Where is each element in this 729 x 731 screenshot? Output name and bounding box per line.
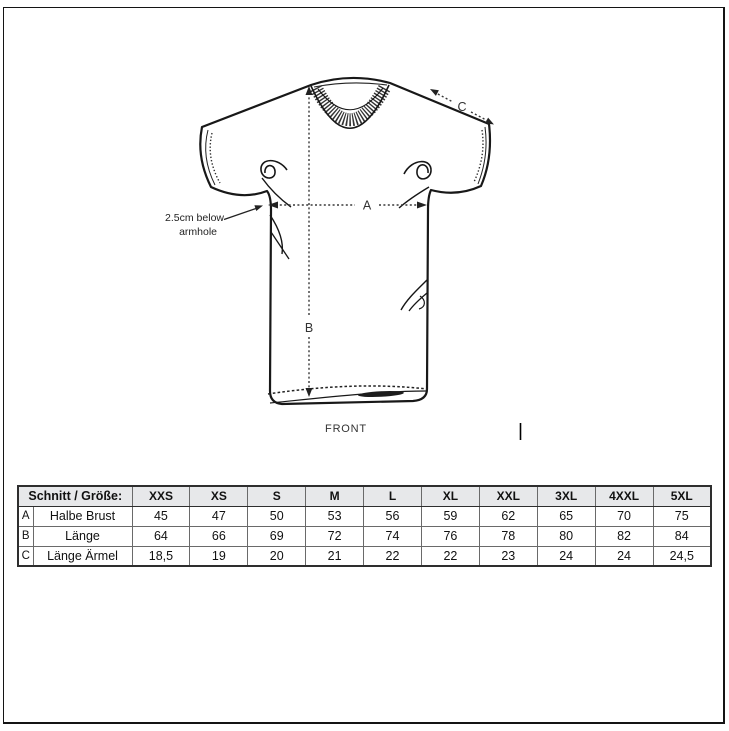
table-row-sleeve-length: C Länge Ärmel 18,5 19 20 21 22 22 23 24 … (17, 545, 712, 567)
measurement-cell: 78 (478, 525, 538, 547)
measurement-cell: 47 (189, 505, 249, 527)
measure-c-line-upper (433, 91, 454, 103)
measure-c-label: C (457, 100, 466, 114)
table-row-length: B Länge 64 66 69 72 74 76 78 80 82 84 (17, 525, 712, 547)
size-table: Schnitt / Größe: XXS XS S M L XL XXL 3XL… (17, 485, 712, 567)
measure-a-label: A (363, 199, 372, 213)
measure-b-arrow-top (305, 86, 313, 95)
measurement-cell: 72 (305, 525, 365, 547)
left-cuff-inner-line (205, 129, 216, 186)
size-header-l: L (363, 485, 422, 507)
table-row-half-chest: A Halbe Brust 45 47 50 53 56 59 62 65 70… (17, 505, 712, 527)
tshirt-outline (199, 76, 492, 406)
size-header-4xxl: 4XXL (594, 485, 654, 507)
measurement-cell: 69 (247, 525, 307, 547)
row-label: Halbe Brust (32, 505, 133, 527)
row-key: A (17, 505, 34, 527)
right-seam-wrinkle-curl (418, 295, 425, 310)
table-corner-header: Schnitt / Größe: (17, 485, 133, 507)
armhole-note-leader-line (223, 207, 257, 221)
measurement-cell: 22 (363, 545, 422, 567)
measurement-cell: 24 (536, 545, 596, 567)
armhole-note-arrowhead (254, 205, 263, 211)
measurement-cell: 80 (536, 525, 596, 547)
measure-b-arrow-bottom (305, 388, 313, 397)
left-cuff-stitching (209, 132, 221, 184)
collar-ribbing (310, 83, 391, 127)
row-label: Länge Ärmel (32, 545, 133, 567)
front-label: FRONT (325, 423, 367, 435)
left-armpit-fold (261, 177, 292, 208)
left-seam-wrinkle-1 (269, 214, 284, 255)
measure-c-arrow-upper (430, 89, 439, 96)
size-header-s: S (247, 485, 307, 507)
measure-a-arrow-right (417, 201, 427, 209)
measurement-cell: 45 (131, 505, 191, 527)
measure-b-label: B (305, 321, 313, 335)
row-key: C (17, 545, 34, 567)
measurement-cell: 23 (478, 545, 538, 567)
size-header-5xl: 5XL (652, 485, 712, 507)
measurement-cell: 50 (247, 505, 307, 527)
measurement-cell: 65 (536, 505, 596, 527)
size-header-m: M (305, 485, 365, 507)
measurement-cell: 76 (420, 525, 480, 547)
measure-a-arrow-left (268, 201, 278, 209)
measurement-cell: 74 (363, 525, 422, 547)
measurement-cell: 64 (131, 525, 191, 547)
right-cuff-inner-line (477, 126, 487, 185)
measurement-cell: 70 (594, 505, 654, 527)
left-seam-wrinkle-2 (270, 231, 290, 260)
measurement-cell: 24,5 (652, 545, 712, 567)
right-armpit-wrinkle (403, 160, 432, 180)
size-header-xxs: XXS (131, 485, 191, 507)
collar-inner-edge (317, 87, 384, 111)
size-table-header-row: Schnitt / Größe: XXS XS S M L XL XXL 3XL… (17, 485, 712, 507)
row-key: B (17, 525, 34, 547)
right-cuff-stitching (473, 129, 484, 183)
hem-fold-line (269, 390, 427, 404)
right-seam-wrinkle-1 (400, 279, 428, 311)
measurement-cell: 53 (305, 505, 365, 527)
measurement-cell: 19 (189, 545, 249, 567)
measurement-cell: 75 (652, 505, 712, 527)
left-armpit-wrinkle (260, 159, 288, 179)
collar-outer-edge (310, 84, 390, 129)
tshirt-measurement-diagram: A B C 2.5cm below armhole FRONT (165, 76, 522, 440)
measurement-cell: 59 (420, 505, 480, 527)
measurement-cell: 24 (594, 545, 654, 567)
measurement-cell: 18,5 (131, 545, 191, 567)
measurement-cell: 22 (420, 545, 480, 567)
measure-c-arrow-lower (485, 117, 494, 125)
measurement-cell: 20 (247, 545, 307, 567)
size-header-3xl: 3XL (536, 485, 596, 507)
armhole-note-line2: armhole (179, 226, 217, 238)
size-header-xl: XL (420, 485, 480, 507)
measurement-cell: 62 (478, 505, 538, 527)
measurement-cell: 56 (363, 505, 422, 527)
hem-stitching (267, 385, 428, 395)
row-label: Länge (32, 525, 133, 547)
hem-shadow (358, 390, 404, 398)
measurement-cell: 66 (189, 525, 249, 547)
size-header-xxl: XXL (478, 485, 538, 507)
armhole-note-line1: 2.5cm below (165, 212, 224, 224)
right-seam-wrinkle-2 (408, 292, 428, 312)
measurement-cell: 82 (594, 525, 654, 547)
size-header-xs: XS (189, 485, 249, 507)
measurement-cell: 84 (652, 525, 712, 547)
right-armpit-fold (398, 186, 430, 209)
measurement-cell: 21 (305, 545, 365, 567)
